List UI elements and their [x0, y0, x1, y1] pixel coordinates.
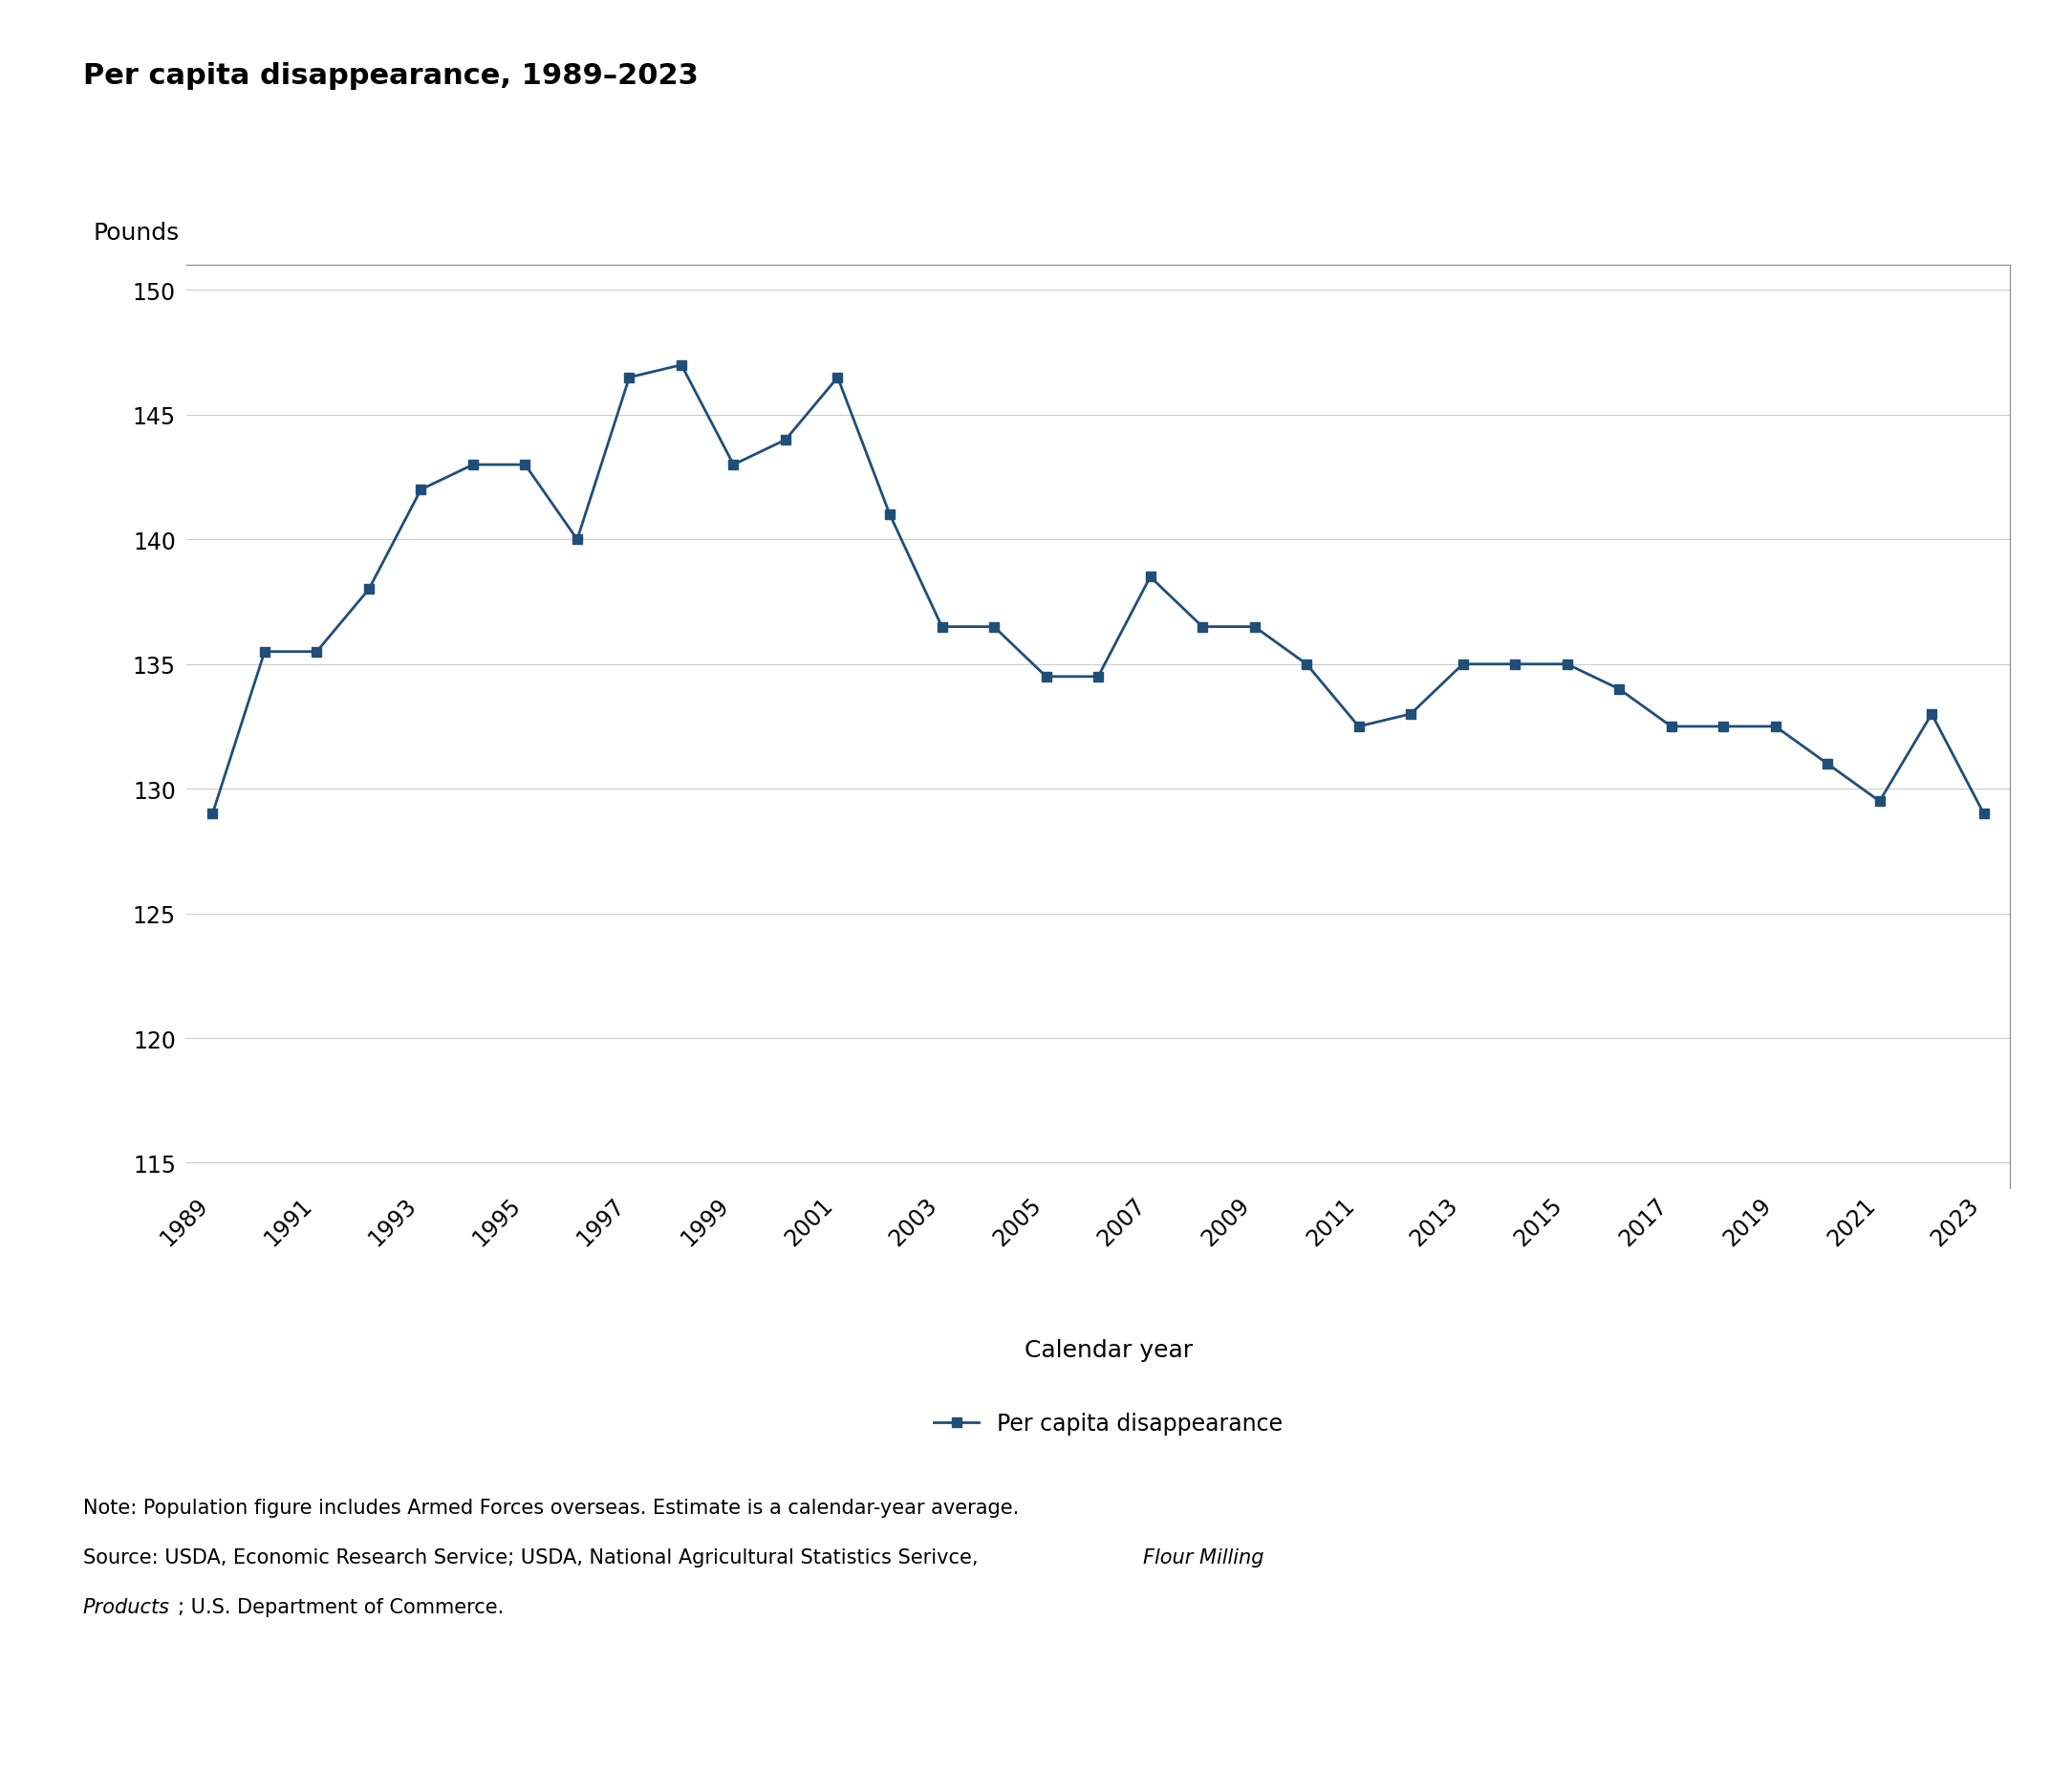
Text: Per capita disappearance, 1989–2023: Per capita disappearance, 1989–2023 — [83, 62, 698, 90]
Text: Flour Milling: Flour Milling — [1144, 1548, 1264, 1567]
Text: Products: Products — [83, 1597, 170, 1617]
Text: Calendar year: Calendar year — [1024, 1339, 1193, 1362]
Text: ; U.S. Department of Commerce.: ; U.S. Department of Commerce. — [178, 1597, 503, 1617]
Text: Source: USDA, Economic Research Service; USDA, National Agricultural Statistics : Source: USDA, Economic Research Service;… — [83, 1548, 984, 1567]
Text: Note: Population figure includes Armed Forces overseas. Estimate is a calendar-y: Note: Population figure includes Armed F… — [83, 1498, 1019, 1518]
Text: Pounds: Pounds — [93, 222, 180, 245]
Legend: Per capita disappearance: Per capita disappearance — [924, 1402, 1293, 1443]
